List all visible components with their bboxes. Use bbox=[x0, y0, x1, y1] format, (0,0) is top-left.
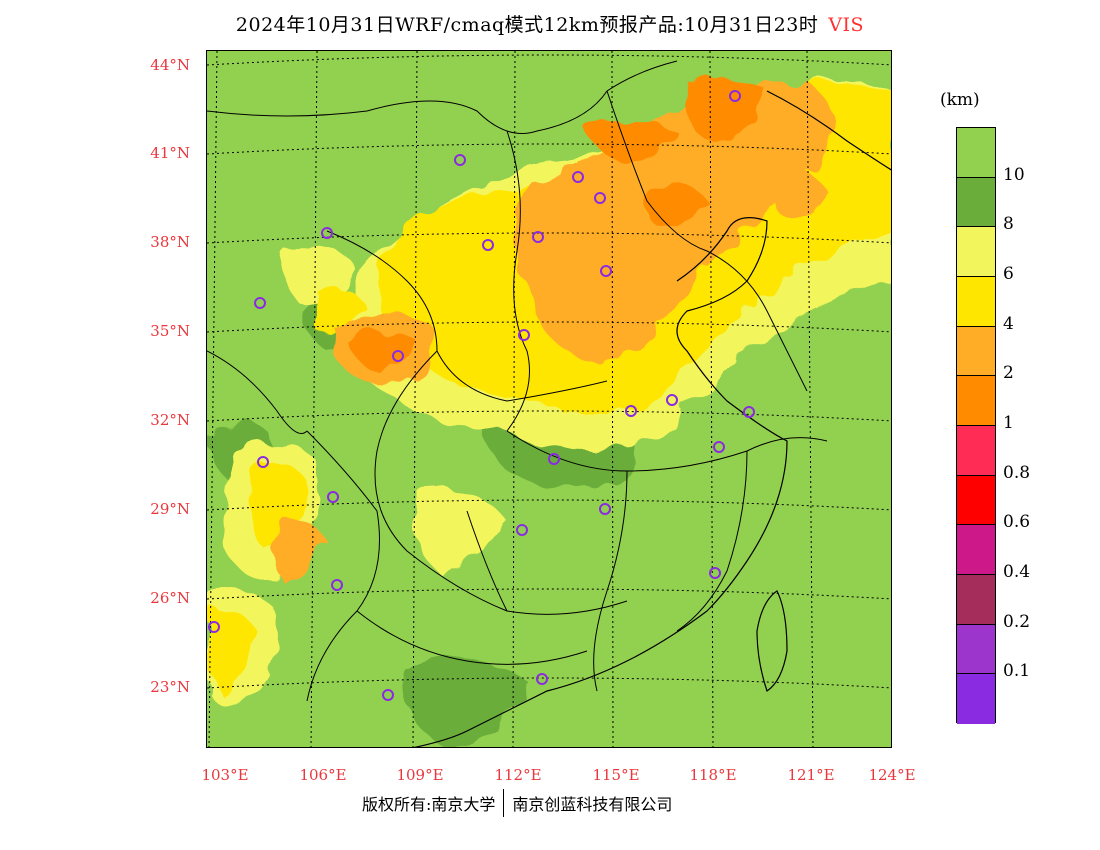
lat-label-41: 41°N bbox=[150, 144, 190, 162]
lon-label-124: 124°E bbox=[868, 766, 916, 784]
station-marker bbox=[572, 171, 584, 183]
legend-label: 0.4 bbox=[1003, 562, 1031, 582]
legend-swatch bbox=[957, 128, 995, 178]
legend-swatch bbox=[957, 475, 995, 526]
legend-swatch bbox=[957, 674, 995, 724]
lon-label-118: 118°E bbox=[689, 766, 737, 784]
lat-label-32: 32°N bbox=[150, 411, 190, 429]
lat-label-38: 38°N bbox=[150, 233, 190, 251]
station-markers bbox=[208, 90, 755, 701]
legend-swatch bbox=[957, 326, 995, 377]
station-marker bbox=[327, 491, 339, 503]
legend-label: 0.2 bbox=[1003, 611, 1031, 632]
lat-label-35: 35°N bbox=[150, 322, 190, 340]
legend-label: 2 bbox=[1003, 363, 1014, 384]
visibility-map bbox=[207, 51, 891, 747]
station-marker bbox=[536, 673, 548, 685]
footer-right: 南京创蓝科技有限公司 bbox=[512, 795, 673, 814]
lon-label-112: 112°E bbox=[494, 766, 542, 784]
station-marker bbox=[709, 567, 721, 579]
station-marker bbox=[713, 441, 725, 453]
legend-label: 8 bbox=[1003, 214, 1014, 235]
station-marker bbox=[382, 689, 394, 701]
title-variable: VIS bbox=[828, 14, 865, 36]
lon-label-103: 103°E bbox=[201, 766, 249, 784]
legend-label: 1 bbox=[1003, 413, 1014, 433]
legend-swatch bbox=[957, 227, 995, 277]
station-marker bbox=[625, 405, 637, 417]
title-text: 2024年10月31日WRF/cmaq模式12km预报产品:10月31日23时 bbox=[235, 14, 819, 36]
legend-label: 0.8 bbox=[1003, 462, 1031, 483]
lat-label-29: 29°N bbox=[150, 500, 190, 518]
longitude-gridlines bbox=[208, 51, 814, 747]
lon-label-106: 106°E bbox=[299, 766, 347, 784]
legend-label: 10 bbox=[1003, 164, 1025, 185]
station-marker bbox=[257, 456, 269, 468]
legend-swatch bbox=[957, 177, 995, 228]
legend-label: 0.6 bbox=[1003, 512, 1031, 533]
station-marker bbox=[729, 90, 741, 102]
lon-label-109: 109°E bbox=[396, 766, 444, 784]
legend-swatch bbox=[957, 525, 995, 575]
legend-label: 6 bbox=[1003, 264, 1014, 284]
station-marker bbox=[254, 297, 266, 309]
legend-swatch bbox=[957, 376, 995, 426]
station-marker bbox=[743, 406, 755, 418]
legend-swatch bbox=[957, 624, 995, 675]
station-marker bbox=[548, 453, 560, 465]
station-marker bbox=[518, 329, 530, 341]
legend-label: 4 bbox=[1003, 313, 1014, 334]
lat-label-44: 44°N bbox=[150, 56, 190, 74]
legend-unit: (km) bbox=[940, 90, 980, 110]
legend-label: 0.1 bbox=[1003, 661, 1031, 682]
lat-label-26: 26°N bbox=[150, 589, 190, 607]
station-marker bbox=[321, 227, 333, 239]
province-boundaries bbox=[207, 60, 828, 702]
station-marker bbox=[666, 394, 678, 406]
lon-label-121: 121°E bbox=[787, 766, 835, 784]
lat-label-23: 23°N bbox=[150, 678, 190, 696]
station-marker bbox=[482, 239, 494, 251]
coastline bbox=[413, 90, 891, 747]
station-marker bbox=[331, 579, 343, 591]
legend-swatch bbox=[957, 425, 995, 476]
legend-swatch bbox=[957, 574, 995, 625]
station-marker bbox=[208, 621, 220, 633]
color-legend-bar bbox=[956, 127, 996, 724]
station-marker bbox=[600, 265, 612, 277]
map-panel[interactable] bbox=[206, 50, 892, 748]
footer-left: 版权所有:南京大学 bbox=[362, 795, 496, 814]
vis-1-2-region bbox=[347, 77, 767, 371]
station-marker bbox=[599, 503, 611, 515]
copyright-footer: 版权所有:南京大学 南京创蓝科技有限公司 bbox=[362, 789, 672, 817]
station-marker bbox=[392, 350, 404, 362]
lon-label-115: 115°E bbox=[592, 766, 640, 784]
station-marker bbox=[594, 192, 606, 204]
footer-separator bbox=[503, 789, 505, 817]
station-marker bbox=[454, 154, 466, 166]
map-title: 2024年10月31日WRF/cmaq模式12km预报产品:10月31日23时 V… bbox=[0, 10, 1100, 37]
legend-swatch bbox=[957, 276, 995, 327]
station-marker bbox=[532, 231, 544, 243]
station-marker bbox=[516, 524, 528, 536]
